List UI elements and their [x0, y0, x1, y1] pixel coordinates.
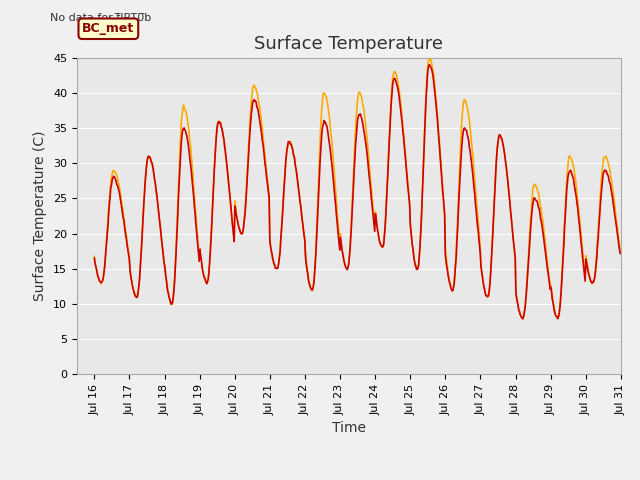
- Title: Surface Temperature: Surface Temperature: [254, 35, 444, 53]
- Text: BC_met: BC_met: [82, 22, 134, 35]
- X-axis label: Time: Time: [332, 421, 366, 435]
- Text: No data for f̅IRT0̅b: No data for f̅IRT0̅b: [50, 13, 151, 23]
- Y-axis label: Surface Temperature (C): Surface Temperature (C): [33, 131, 47, 301]
